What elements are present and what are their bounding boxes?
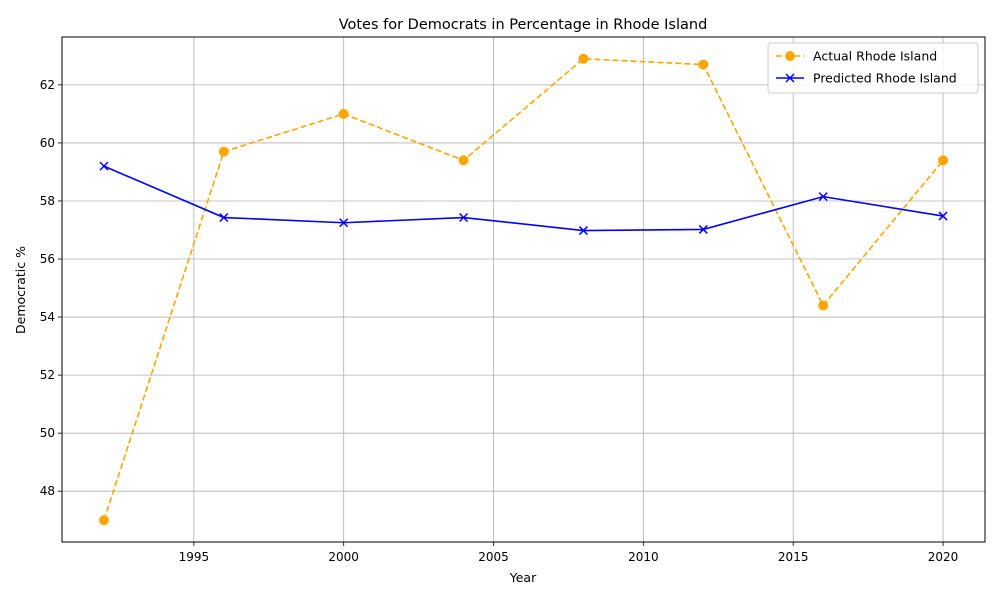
legend-entry: Predicted Rhode Island [776, 71, 957, 86]
data-point [578, 226, 588, 236]
data-point [459, 212, 469, 223]
legend-marker-swatch [785, 73, 795, 83]
x-tick-label: 2005 [478, 550, 509, 564]
plot-area-frame [61, 36, 986, 543]
x-tick-label: 2020 [928, 550, 959, 564]
data-point [938, 155, 949, 166]
y-tick-label: 52 [40, 368, 55, 382]
y-tick-label: 56 [40, 252, 55, 266]
data-point [99, 161, 109, 171]
axis-ticks: 1995 2000 2005 2010 2015 2020 48 50 52 54 56 58 60 62 [40, 78, 959, 564]
data-point [818, 300, 829, 311]
data-point [458, 155, 469, 166]
legend-entry: Actual Rhode Island [776, 49, 937, 64]
data-point [818, 192, 828, 202]
series-actual [98, 53, 949, 526]
marker-x-stroke [785, 73, 795, 83]
y-tick-label: 60 [40, 136, 55, 150]
data-point [338, 108, 349, 119]
data-point [218, 146, 229, 157]
marker-x-stroke [818, 192, 828, 202]
y-tick-label: 62 [40, 78, 55, 92]
data-point [219, 212, 229, 223]
marker-x-stroke [459, 212, 469, 223]
legend-frame [767, 42, 979, 94]
legend-label: Predicted Rhode Island [813, 71, 957, 86]
y-tick-label: 50 [40, 426, 55, 440]
grid [62, 37, 985, 542]
data-point [578, 53, 589, 64]
data-point [698, 224, 708, 234]
x-tick-label: 2010 [628, 550, 659, 564]
data-point [98, 515, 109, 526]
chart-title: Votes for Democrats in Percentage in Rho… [339, 17, 708, 33]
legend-label: Actual Rhode Island [813, 49, 937, 64]
data-point [938, 211, 948, 221]
legend-marker-swatch [785, 51, 795, 61]
y-tick-label: 58 [40, 194, 55, 208]
legend: Actual Rhode Island Predicted Rhode Islan… [767, 42, 979, 94]
marker-x-stroke [698, 224, 708, 234]
data-point [339, 218, 349, 228]
x-tick-label: 2000 [328, 550, 359, 564]
marker-x-stroke [578, 226, 588, 236]
y-axis-label: Democratic % [13, 246, 28, 334]
series-predicted [99, 161, 948, 236]
marker-x-stroke [219, 212, 229, 223]
x-axis-label: Year [509, 570, 537, 585]
series-group [98, 53, 949, 526]
series-line [103, 57, 944, 521]
marker-x-stroke [339, 218, 349, 228]
marker-x-stroke [938, 211, 948, 221]
data-point [698, 59, 709, 70]
x-tick-label: 2015 [778, 550, 809, 564]
x-tick-label: 1995 [179, 550, 210, 564]
y-tick-label: 48 [40, 484, 55, 498]
marker-x-stroke [99, 161, 109, 171]
y-tick-label: 54 [40, 310, 55, 324]
series-line [103, 165, 944, 232]
